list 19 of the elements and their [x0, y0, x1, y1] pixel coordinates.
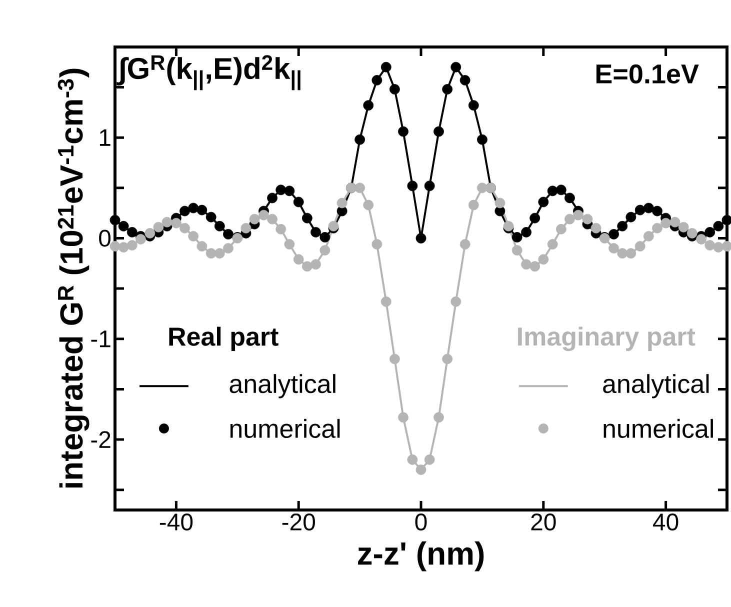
annotation: Imaginary part — [518, 326, 696, 352]
legend-label: analytical — [603, 374, 709, 398]
legend-label: analytical — [230, 374, 336, 398]
text: integrated G$^{R}$ (10$^{21}$eV$^{-1}$cm$^{-3}$) — [58, 68, 90, 488]
x-tick-label: -40 — [160, 514, 193, 531]
x-tick-label: 20 — [531, 514, 556, 531]
y-tick-label: 0 — [99, 230, 111, 247]
y-tick-label: 1 — [100, 129, 110, 146]
legend-label: numerical — [230, 418, 340, 438]
annotation: ∫G$^{R}$(k$_{||}$,E)d$^{2}$k$_{||}$ — [116, 55, 300, 90]
x-tick-label: 0 — [415, 514, 427, 531]
x-axis-title: z-z' (nm) — [358, 541, 484, 572]
x-tick-label: 40 — [653, 514, 678, 531]
legend-label: numerical — [604, 418, 713, 438]
annotation: E=0.1eV — [596, 64, 699, 84]
annotation: Real part — [169, 326, 278, 351]
y-tick-label: -1 — [91, 330, 110, 348]
x-tick-label: -20 — [282, 514, 315, 531]
y-tick-label: -2 — [91, 431, 110, 448]
